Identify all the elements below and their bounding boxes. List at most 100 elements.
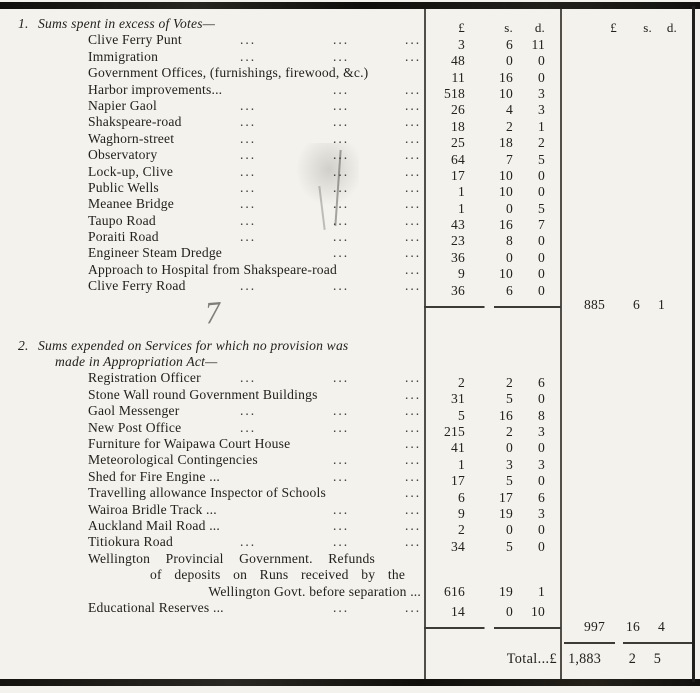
- dot-leader: ...: [405, 147, 422, 163]
- item-label-cell: Clive Ferry Punt.........: [0, 32, 424, 48]
- shillings-value: 17: [499, 489, 513, 505]
- item-label: Meanee Bridge: [88, 196, 175, 212]
- subtotal-shillings: 6: [633, 297, 640, 313]
- item-label-cell: Auckland Mail Road .........: [0, 518, 424, 534]
- dot-leader: ...: [333, 599, 350, 615]
- dot-leader: ...: [240, 114, 257, 130]
- dot-leader: ...: [240, 130, 257, 146]
- total-rule-row: [0, 638, 692, 647]
- table-row: Clive Ferry Road......... 36 6 0: [0, 278, 692, 297]
- shillings-value: 5: [506, 473, 513, 489]
- section-1-subtotal-row: 885 6 1: [0, 295, 692, 317]
- dot-leader: ...: [405, 386, 422, 402]
- item-label: Approach to Hospital from Shakspeare-roa…: [88, 261, 338, 277]
- pence-value: 11: [531, 36, 545, 52]
- pounds-value: 14: [451, 604, 465, 620]
- column-rule-left: [424, 9, 426, 679]
- table-row: Napier Gaol......... 26 4 3: [0, 97, 692, 117]
- dot-leader: ...: [240, 97, 257, 113]
- item-label: Clive Ferry Punt: [88, 32, 182, 48]
- table-row: Observatory......... 64 7 5: [0, 147, 692, 166]
- item-label: Meteorological Contingencies: [88, 452, 258, 468]
- table-row: New Post Office......... 215 2 3: [0, 419, 692, 439]
- item-label: Wairoa Bridle Track ...: [88, 501, 217, 517]
- pounds-value: 31: [451, 391, 465, 407]
- item-label: Napier Gaol: [88, 97, 158, 113]
- column-rule-right: [560, 9, 562, 679]
- pounds-value: 43: [451, 217, 465, 233]
- pounds-value: 1: [458, 200, 465, 216]
- col-header-pounds-2: £: [610, 20, 617, 36]
- table-row: Government Offices, (furnishings, firewo…: [0, 65, 692, 84]
- col-header-pounds: £: [458, 20, 465, 36]
- item-label-cell: Approach to Hospital from Shakspeare-roa…: [0, 262, 424, 278]
- table-row: Immigration......... 48 0 0: [0, 48, 692, 68]
- shillings-value: 10: [499, 85, 513, 101]
- section-2-subtotal-row: 997 16 4: [0, 616, 692, 638]
- dot-leader: ...: [333, 501, 350, 517]
- item-label-cell: Harbor improvements.........: [0, 82, 424, 98]
- dot-leader: ...: [405, 599, 422, 615]
- dot-leader: ...: [405, 81, 422, 97]
- item-label-cell: Shakspeare-road.........: [0, 114, 424, 130]
- pounds-value: 18: [451, 118, 465, 134]
- item-label-cell: Engineer Steam Dredge......: [0, 245, 424, 261]
- shillings-value: 10: [499, 184, 513, 200]
- item-label: Engineer Steam Dredge: [88, 245, 223, 261]
- item-label-cell: Wellington Provincial Government. Refund…: [0, 551, 424, 600]
- pence-value: 1: [538, 118, 545, 134]
- item-label: Immigration: [88, 48, 159, 64]
- shillings-value: 0: [506, 440, 513, 456]
- table-row: Taupo Road......... 43 16 7: [0, 212, 692, 232]
- item-label: Titiokura Road: [88, 534, 173, 550]
- dot-leader: ...: [405, 419, 422, 435]
- shillings-value: 5: [506, 391, 513, 407]
- section-number: 1.: [18, 16, 29, 31]
- pounds-value: 36: [451, 282, 465, 298]
- pounds-value: 11: [451, 69, 465, 85]
- table-row: Stone Wall round Government Buildings...…: [0, 386, 692, 406]
- dot-leader: ...: [333, 468, 350, 484]
- pence-value: 3: [538, 423, 545, 439]
- shillings-value: 4: [506, 102, 513, 118]
- pence-value: 6: [538, 489, 545, 505]
- item-label: Lock-up, Clive: [88, 163, 174, 179]
- table-row: Shed for Fire Engine ......... 17 5 0: [0, 468, 692, 488]
- table-row: Auckland Mail Road ......... 2 0 0: [0, 518, 692, 537]
- item-label-cell: Educational Reserves .........: [0, 600, 424, 616]
- subtotal-pounds: 885: [584, 297, 605, 313]
- table-row: Approach to Hospital from Shakspeare-roa…: [0, 262, 692, 281]
- col-header-shillings-2: s.: [643, 20, 652, 36]
- pence-value: 0: [538, 391, 545, 407]
- total-pence: 5: [653, 651, 661, 668]
- dot-leader: ...: [405, 229, 422, 245]
- table-row: Registration Officer......... 2 2 6: [0, 370, 692, 389]
- dot-leader: ...: [240, 370, 257, 386]
- item-label: Furniture for Waipawa Court House: [88, 435, 291, 451]
- dot-leader: ...: [333, 147, 350, 163]
- pounds-value: 9: [458, 266, 465, 282]
- table-row: Clive Ferry Punt......... 3 6 11: [0, 32, 692, 51]
- dot-leader: ...: [333, 179, 350, 195]
- table-row: Meanee Bridge......... 1 0 5: [0, 196, 692, 215]
- pounds-value: 3: [458, 36, 465, 52]
- item-label: New Post Office: [88, 419, 182, 435]
- dot-leader: ...: [405, 278, 422, 294]
- pence-value: 0: [538, 538, 545, 554]
- dot-leader: ...: [240, 212, 257, 228]
- item-label-cell: Government Offices, (furnishings, firewo…: [0, 65, 424, 81]
- section-number: 2.: [18, 337, 29, 353]
- col-header-pence-2: d.: [666, 20, 677, 36]
- section-gap: [0, 317, 692, 338]
- item-label-cell: Waghorn-street.........: [0, 131, 424, 147]
- item-label-cell: Meanee Bridge.........: [0, 196, 424, 212]
- item-label: Shakspeare-road: [88, 114, 182, 130]
- item-label: Public Wells: [88, 179, 159, 195]
- item-label: Stone Wall round Government Buildings: [88, 386, 318, 402]
- pounds-value: 215: [444, 423, 465, 439]
- pence-value: 0: [538, 440, 545, 456]
- pence-value: 8: [538, 407, 545, 423]
- item-label-cell: Titiokura Road.........: [0, 534, 424, 550]
- col-header-pence: d.: [534, 20, 545, 36]
- pounds-value: 6: [458, 489, 465, 505]
